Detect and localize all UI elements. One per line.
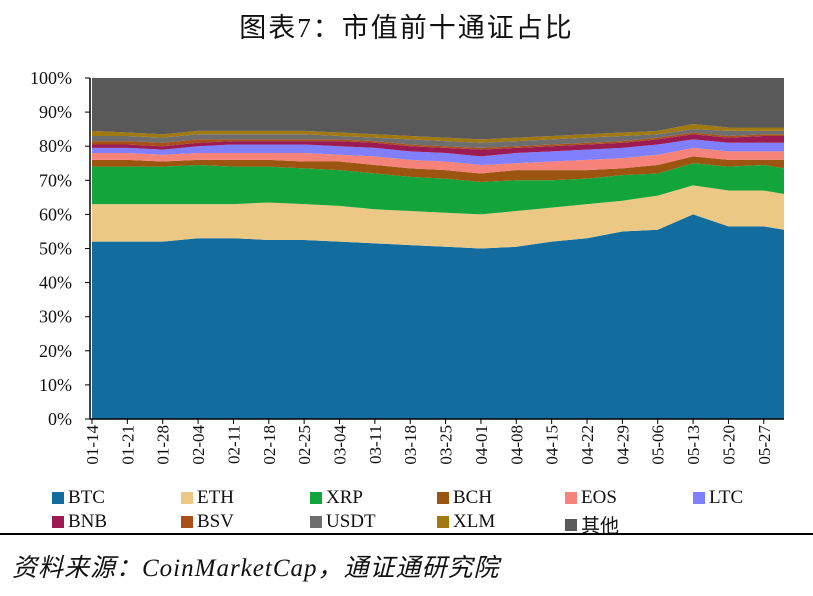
area-bch (92, 156, 784, 183)
y-tick-label: 80% (39, 136, 72, 156)
y-tick-label: 0% (48, 409, 72, 429)
legend-swatch (310, 492, 322, 504)
legend-item-bsv: BSV (181, 511, 234, 533)
legend-label: EOS (581, 487, 617, 508)
x-tick-label: 05-06 (649, 425, 668, 465)
area-xrp (92, 163, 784, 215)
legend-label: BCH (453, 487, 493, 508)
legend-label: XLM (453, 511, 496, 532)
x-tick-label: 03-11 (366, 425, 385, 464)
source-note: 资料来源：CoinMarketCap，通证通研究院 (12, 555, 500, 582)
x-tick-label: 03-18 (401, 425, 420, 465)
y-tick-label: 40% (39, 273, 72, 293)
x-tick-label: 01-28 (154, 425, 173, 465)
legend-label: BTC (68, 487, 105, 508)
legend-swatch (181, 516, 193, 528)
x-tick-label: 05-20 (719, 425, 738, 465)
x-tick-label: 02-18 (260, 425, 279, 465)
x-tick-label: 02-11 (224, 425, 243, 464)
legend-swatch (437, 492, 449, 504)
legend-swatch (181, 492, 193, 504)
legend-label: ETH (197, 487, 234, 508)
legend-swatch (310, 516, 322, 528)
area-其他 (92, 78, 784, 140)
y-tick-label: 70% (39, 170, 72, 190)
x-tick-label: 02-04 (189, 425, 208, 465)
y-tick-label: 100% (30, 68, 72, 88)
y-tick-label: 10% (39, 375, 72, 395)
legend-label: XRP (326, 487, 363, 508)
area-xlm (92, 124, 784, 143)
x-tick-label: 05-13 (684, 425, 703, 465)
area-ltc (92, 139, 784, 165)
chart-title: 图表7：市值前十通证占比 (239, 13, 574, 43)
area-usdt (92, 129, 784, 148)
legend-item-eth: ETH (181, 487, 234, 509)
x-tick-label: 01-21 (118, 425, 137, 465)
area-eos (92, 147, 784, 174)
legend-swatch (52, 492, 64, 504)
legend-item-bch: BCH (437, 487, 492, 509)
legend-item-bnb: BNB (52, 511, 107, 533)
legend-item-xlm: XLM (437, 511, 495, 533)
x-tick-label: 04-22 (578, 425, 597, 465)
x-tick-label: 03-25 (437, 425, 456, 465)
legend-item-usdt: USDT (310, 511, 376, 533)
legend-swatch (565, 492, 577, 504)
area-eth (92, 185, 784, 249)
y-tick-label: 30% (39, 307, 72, 327)
legend-swatch (437, 516, 449, 528)
area-bsv (92, 132, 784, 150)
divider (0, 533, 813, 535)
y-tick-label: 60% (39, 204, 72, 224)
y-tick-label: 50% (39, 239, 72, 259)
legend-label: BSV (197, 511, 234, 532)
x-tick-label: 02-25 (295, 425, 314, 465)
y-tick-label: 90% (39, 102, 72, 122)
legend-swatch (52, 516, 64, 528)
legend-item-其他: 其他 (565, 511, 619, 538)
x-tick-label: 05-27 (755, 425, 774, 465)
legend-swatch (565, 518, 577, 531)
x-tick-label: 04-15 (543, 425, 562, 465)
legend-item-eos: EOS (565, 487, 617, 509)
legend-label: 其他 (581, 516, 620, 537)
legend-swatch (693, 492, 705, 504)
y-tick-label: 20% (39, 341, 72, 361)
x-tick-label: 04-01 (472, 425, 491, 465)
legend-item-ltc: LTC (693, 487, 743, 509)
legend-label: LTC (709, 487, 744, 508)
x-tick-label: 04-29 (613, 425, 632, 465)
legend-item-btc: BTC (52, 487, 105, 509)
legend-item-xrp: XRP (310, 487, 363, 509)
legend-label: USDT (326, 511, 376, 532)
x-tick-label: 03-04 (331, 425, 350, 465)
legend-label: BNB (68, 511, 108, 532)
x-tick-label: 04-08 (507, 425, 526, 465)
x-tick-label: 01-14 (83, 425, 102, 465)
area-bnb (92, 134, 784, 157)
area-btc (92, 214, 784, 419)
